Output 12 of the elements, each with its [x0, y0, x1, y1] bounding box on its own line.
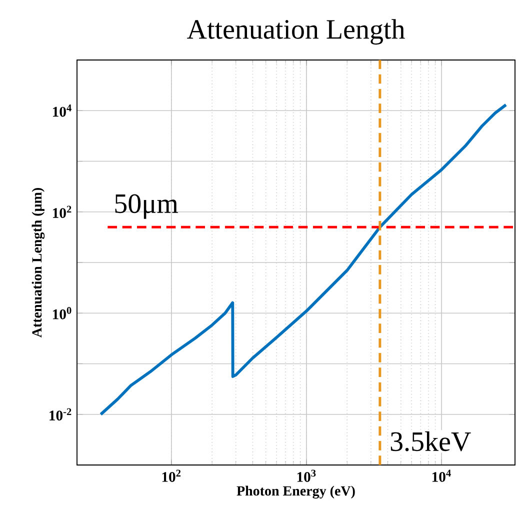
- ref-line-label: 50μm: [115, 194, 178, 219]
- y-axis-title: Attenuation Length (μm): [32, 188, 45, 338]
- x-tick-label: 10$^{3}$: [297, 470, 316, 482]
- y-tick-label: 10$^{4}$: [52, 104, 72, 117]
- chart-title: Attenuation Length: [187, 19, 405, 45]
- y-tick-label: 10$^{-2}$: [50, 408, 72, 420]
- y-tick-label: 10$^{2}$: [52, 206, 72, 218]
- x-axis-title: Photon Energy (eV): [236, 486, 355, 499]
- x-tick-label: 10$^{2}$: [162, 470, 181, 482]
- x-tick-label: 10$^{4}$: [432, 470, 451, 482]
- y-tick-label: 10$^{0}$: [52, 306, 72, 320]
- ref-line-label: 3.5keV: [390, 431, 471, 452]
